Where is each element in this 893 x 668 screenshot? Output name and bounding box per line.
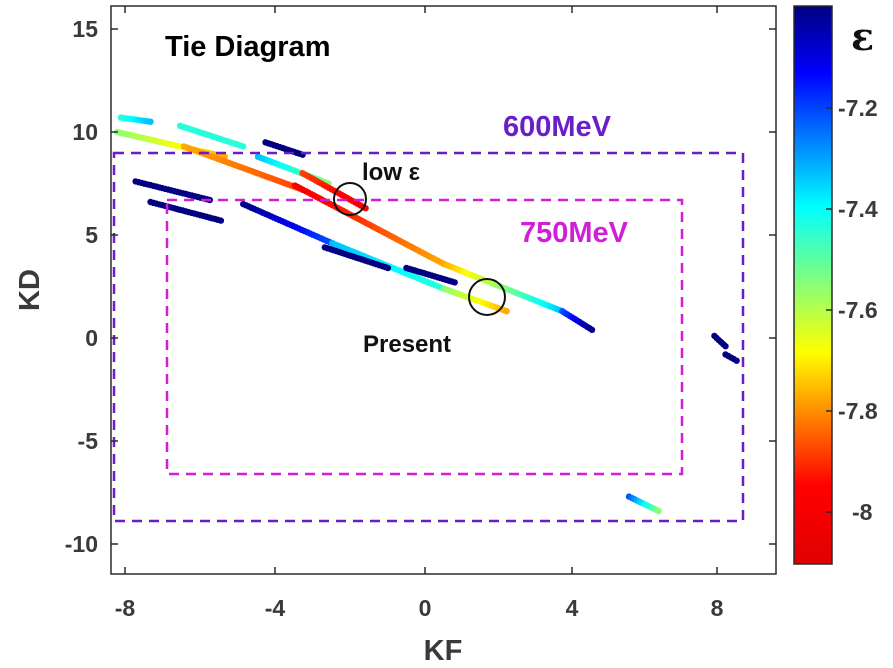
box-600mev (112, 151, 745, 523)
y-tick-label: 10 (72, 119, 98, 145)
data-point (722, 343, 729, 350)
colorbar-tick-label: -7.4 (838, 196, 878, 222)
y-tick-label: 5 (85, 222, 98, 248)
annotation-present: Present (363, 331, 451, 358)
present-circle (468, 278, 506, 316)
x-tick-label: -4 (265, 595, 286, 621)
chart-title: Tie Diagram (165, 31, 330, 63)
x-tick-label: -8 (115, 595, 136, 621)
label-750mev: 750MeV (520, 217, 629, 249)
data-point (384, 264, 392, 272)
data-point (503, 308, 510, 315)
colorbar-tick-label: -7.6 (838, 297, 878, 323)
y-axis-label: KD (14, 269, 46, 311)
y-tick-label: 15 (72, 16, 98, 42)
colorbar-label: ε (851, 14, 874, 59)
box-750mev (165, 198, 684, 476)
y-tick-label: -10 (65, 531, 98, 557)
low-epsilon-circle (333, 182, 367, 216)
data-point (588, 326, 596, 333)
annotation-low-epsilon: low ε (362, 159, 420, 186)
x-axis-label: KF (424, 635, 463, 667)
x-axis (124, 6, 718, 574)
colorbar-tick-label: -7.8 (838, 398, 878, 424)
data-point (733, 357, 740, 364)
colorbar (793, 5, 833, 565)
y-axis (111, 28, 776, 545)
y-tick-label: -5 (78, 428, 99, 454)
label-600mev: 600MeV (503, 111, 612, 143)
data-point (147, 118, 154, 125)
data-point (655, 507, 662, 515)
data-point (217, 217, 225, 224)
x-tick-label: 0 (419, 595, 432, 621)
data-point (451, 279, 458, 286)
colorbar-ticks (826, 107, 832, 513)
colorbar-tick-label: -8 (852, 499, 873, 525)
data-point (240, 143, 247, 150)
y-tick-label: 0 (85, 325, 98, 351)
x-tick-label: 4 (566, 595, 579, 621)
colorbar-tick-label: -7.2 (838, 95, 878, 121)
x-tick-label: 8 (711, 595, 724, 621)
